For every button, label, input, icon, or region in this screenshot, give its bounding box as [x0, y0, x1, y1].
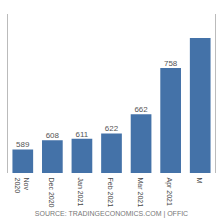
svg-text:Jan 2021: Jan 2021	[77, 178, 84, 207]
svg-text:758: 758	[164, 59, 178, 68]
svg-text:589: 589	[16, 140, 30, 149]
svg-text:Apr 2021: Apr 2021	[165, 178, 173, 207]
svg-text:Feb 2021: Feb 2021	[107, 178, 114, 208]
svg-text:Mar 2021: Mar 2021	[137, 178, 144, 208]
svg-text:SOURCE: TRADINGECONOMICS.COM |: SOURCE: TRADINGECONOMICS.COM | OFFIC	[35, 210, 188, 218]
svg-text:622: 622	[105, 124, 119, 133]
svg-text:608: 608	[46, 131, 60, 140]
svg-text:611: 611	[76, 130, 89, 139]
svg-text:Dec 2020: Dec 2020	[48, 178, 55, 208]
svg-text:Nov2020: Nov2020	[14, 178, 30, 194]
svg-text:662: 662	[134, 105, 148, 114]
svg-text:M: M	[196, 178, 203, 184]
